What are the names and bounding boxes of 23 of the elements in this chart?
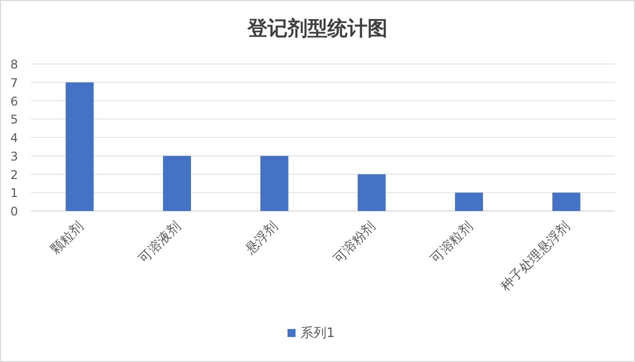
y-tick-label: 7 xyxy=(10,76,18,90)
x-tick-label: 可溶粒剂 xyxy=(428,218,476,267)
x-tick-label: 可溶液剂 xyxy=(136,218,184,267)
y-tick-label: 8 xyxy=(10,58,18,72)
y-tick-label: 4 xyxy=(10,131,18,145)
legend-label: 系列1 xyxy=(300,326,335,341)
bar xyxy=(163,156,191,211)
chart-title: 登记剂型统计图 xyxy=(246,16,388,40)
x-tick-label: 颗粒剂 xyxy=(48,218,86,258)
bar xyxy=(358,174,386,211)
y-tick-label: 3 xyxy=(10,149,18,164)
x-tick-label: 悬浮剂 xyxy=(242,218,282,258)
x-tick-label: 种子处理悬浮剂 xyxy=(498,218,574,294)
y-tick-label: 1 xyxy=(10,186,18,200)
y-tick-label: 6 xyxy=(10,94,18,108)
y-tick-label: 0 xyxy=(10,204,18,218)
y-tick-label: 2 xyxy=(10,168,18,182)
bar xyxy=(260,156,288,211)
y-tick-label: 5 xyxy=(10,112,18,127)
bar xyxy=(455,192,483,211)
x-tick-label: 可溶粉剂 xyxy=(330,218,378,267)
bar xyxy=(66,82,94,211)
bar xyxy=(552,192,580,211)
